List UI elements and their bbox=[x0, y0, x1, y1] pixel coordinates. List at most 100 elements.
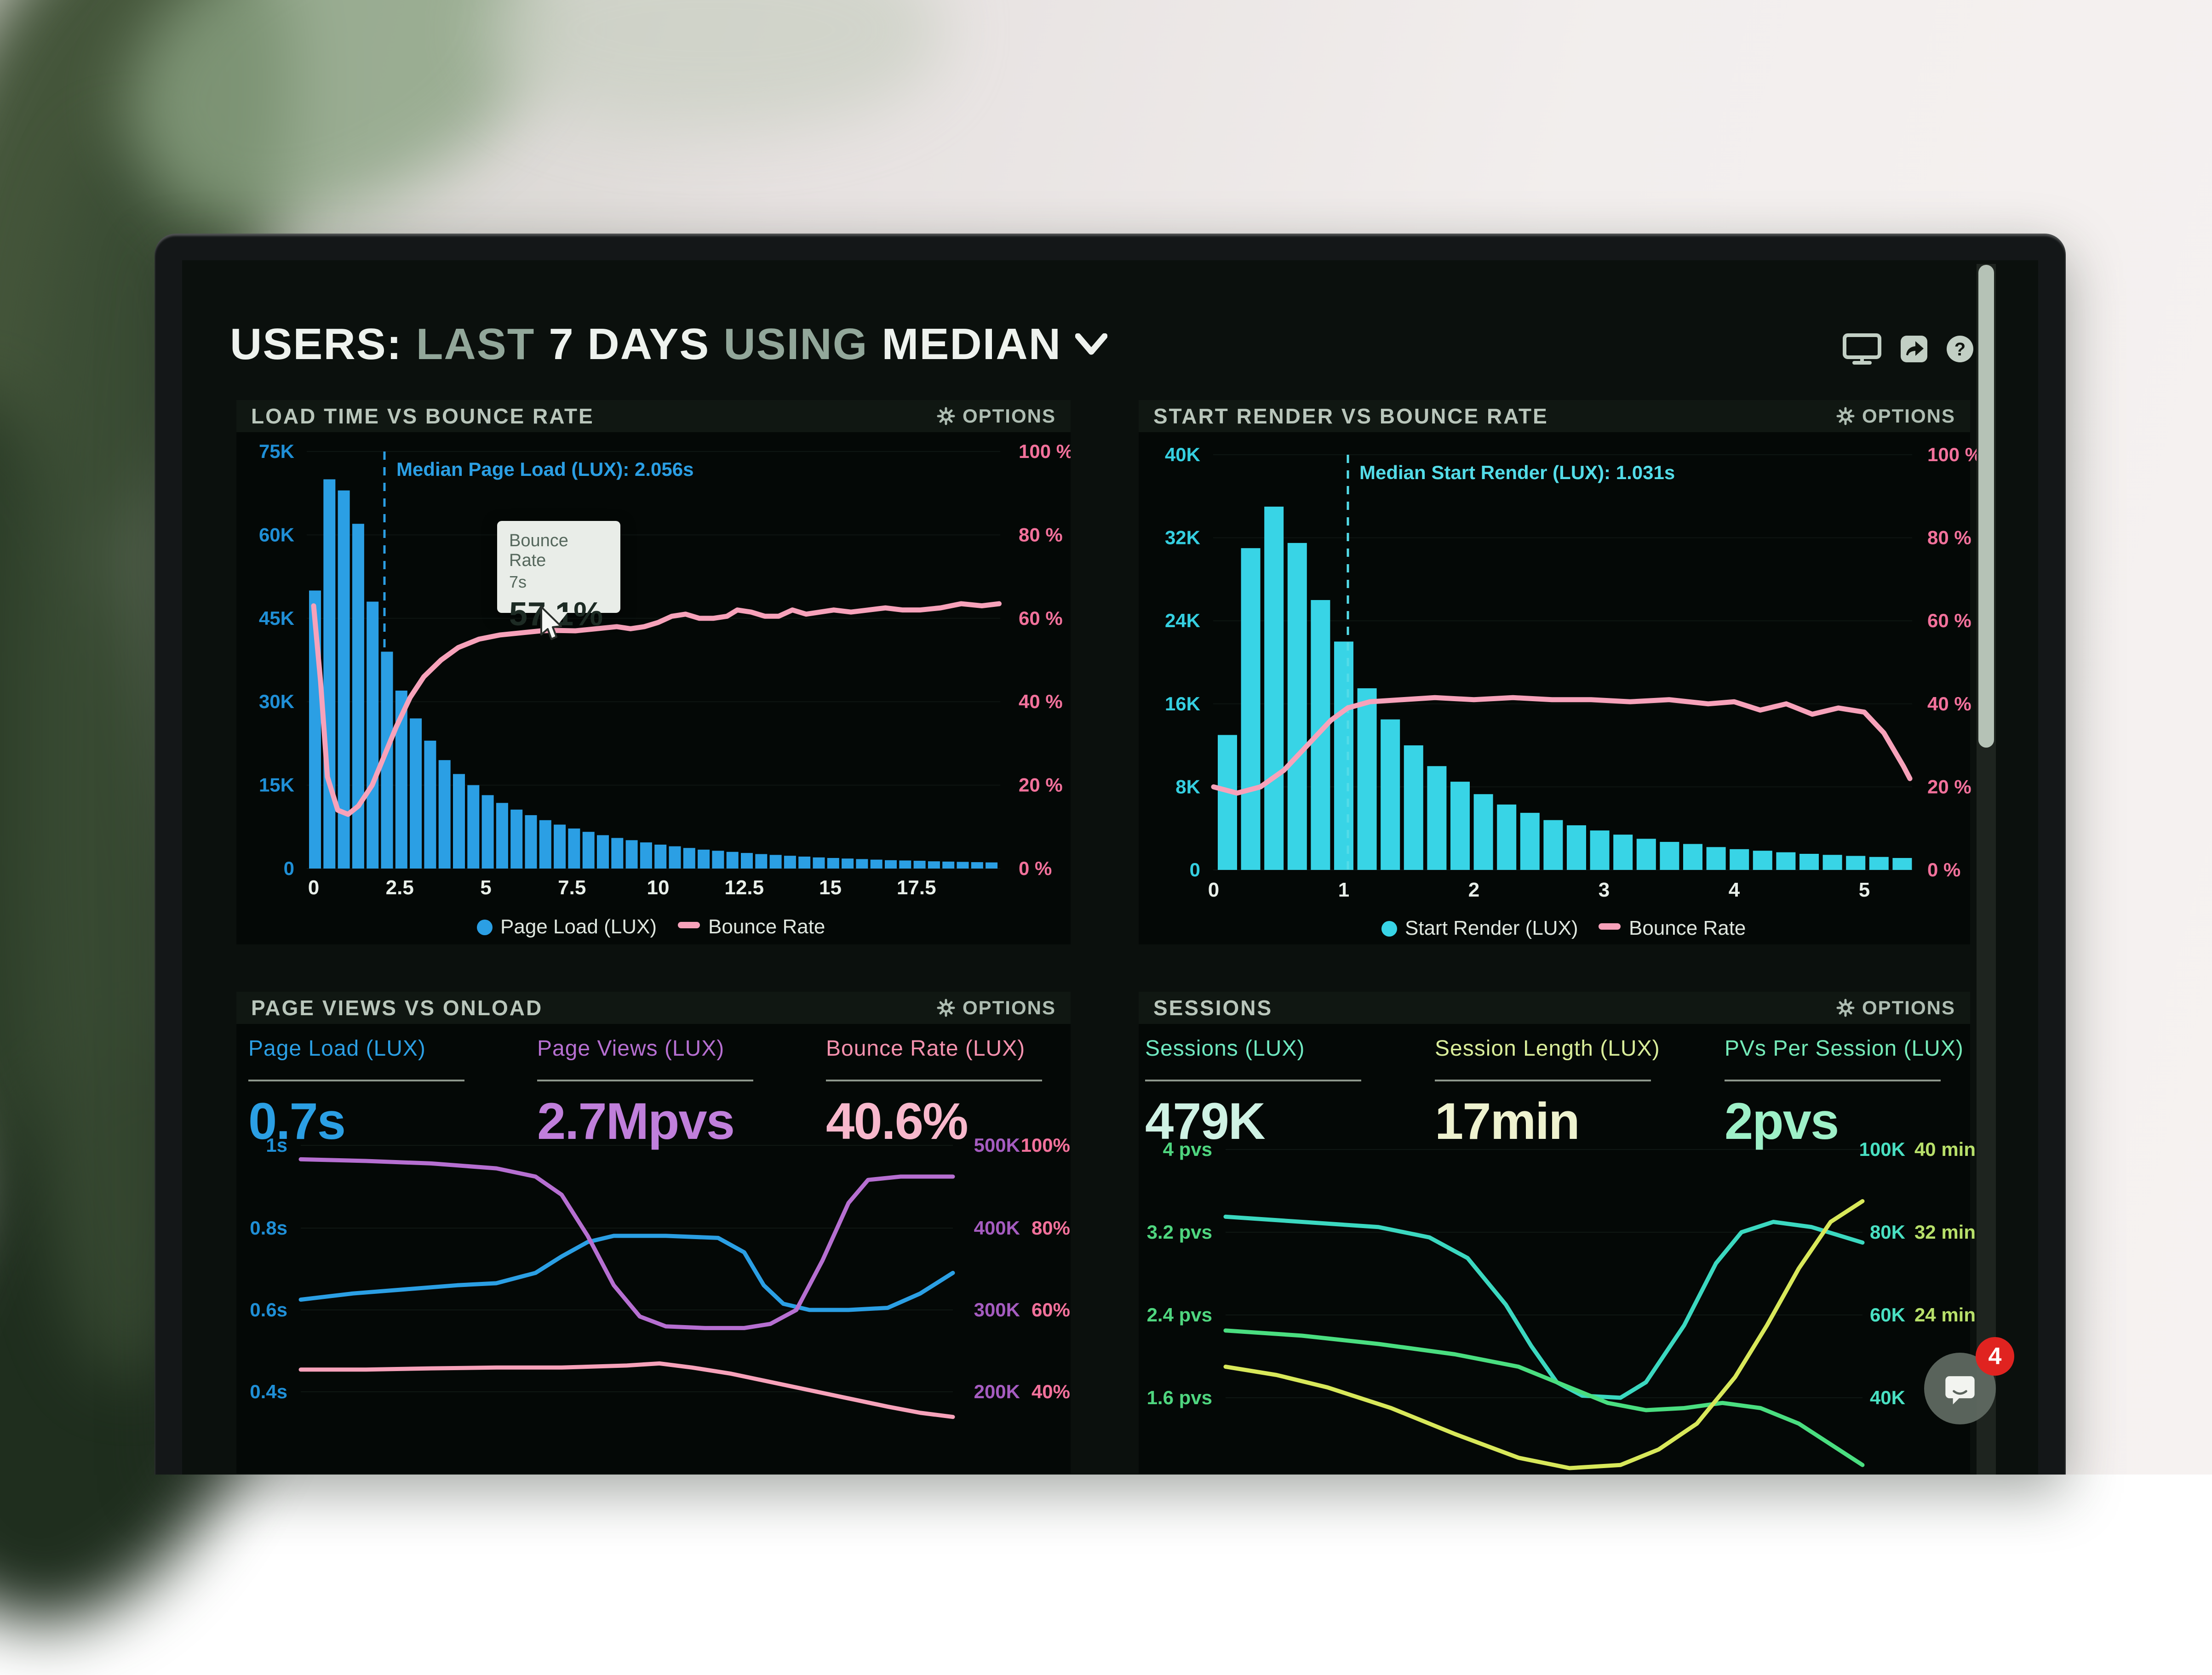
histogram-bar[interactable] bbox=[928, 861, 940, 869]
histogram-bar[interactable] bbox=[1799, 854, 1819, 870]
help-circle-icon[interactable]: ? bbox=[1946, 335, 1974, 363]
legend-dash[interactable] bbox=[678, 922, 700, 928]
options-button[interactable]: OPTIONS bbox=[1836, 997, 1955, 1019]
histogram-bar[interactable] bbox=[871, 860, 883, 869]
histogram-bar[interactable] bbox=[683, 848, 695, 869]
histogram-bar[interactable] bbox=[1218, 735, 1237, 870]
histogram-bar[interactable] bbox=[467, 785, 479, 869]
y-axis-right-label: 300K bbox=[974, 1299, 1020, 1321]
histogram-bar[interactable] bbox=[1404, 745, 1423, 870]
histogram-bar[interactable] bbox=[813, 858, 825, 869]
legend-dot[interactable] bbox=[1381, 921, 1397, 937]
histogram-bar[interactable] bbox=[640, 842, 652, 869]
y-axis-right-label: 100 % bbox=[1927, 444, 1982, 465]
histogram-bar[interactable] bbox=[669, 846, 681, 869]
histogram-bar[interactable] bbox=[453, 774, 465, 869]
share-icon[interactable] bbox=[1900, 335, 1928, 363]
histogram-bar[interactable] bbox=[770, 855, 782, 869]
histogram-bar[interactable] bbox=[784, 856, 796, 869]
histogram-bar[interactable] bbox=[1264, 507, 1284, 870]
histogram-bar[interactable] bbox=[539, 820, 551, 869]
display-icon[interactable] bbox=[1842, 333, 1882, 365]
histogram-bar[interactable] bbox=[942, 862, 954, 869]
histogram-bar[interactable] bbox=[568, 829, 580, 869]
histogram-bar[interactable] bbox=[1730, 849, 1749, 870]
histogram-bar[interactable] bbox=[611, 838, 623, 869]
histogram-bar[interactable] bbox=[439, 760, 451, 869]
histogram-bar[interactable] bbox=[755, 854, 767, 869]
histogram-bar[interactable] bbox=[1427, 766, 1446, 870]
histogram-bar[interactable] bbox=[842, 858, 854, 869]
histogram-bar[interactable] bbox=[1869, 857, 1889, 870]
metric-bounce-rate: Bounce Rate (LUX) 40.6% bbox=[826, 1036, 1083, 1151]
options-button[interactable]: OPTIONS bbox=[1836, 405, 1955, 427]
histogram-bar[interactable] bbox=[1823, 855, 1842, 870]
histogram-bar[interactable] bbox=[1520, 813, 1540, 870]
y-axis-left-label: 32K bbox=[1165, 527, 1200, 549]
histogram-bar[interactable] bbox=[482, 795, 494, 869]
histogram-bar[interactable] bbox=[1543, 820, 1563, 870]
scrollbar-thumb[interactable] bbox=[1978, 265, 1994, 748]
histogram-bar[interactable] bbox=[410, 718, 422, 869]
histogram-bar[interactable] bbox=[1358, 688, 1377, 870]
histogram-bar[interactable] bbox=[1334, 641, 1353, 870]
histogram-bar[interactable] bbox=[899, 860, 911, 869]
legend-dot[interactable] bbox=[477, 920, 493, 935]
histogram-bar[interactable] bbox=[957, 862, 969, 869]
histogram-bar[interactable] bbox=[525, 815, 537, 869]
histogram-bar[interactable] bbox=[323, 479, 335, 869]
histogram-bar[interactable] bbox=[1474, 794, 1493, 870]
histogram-bar[interactable] bbox=[885, 860, 897, 869]
histogram-bar[interactable] bbox=[741, 853, 753, 869]
y-axis-right-label: 20 % bbox=[1927, 776, 1971, 797]
histogram-bar[interactable] bbox=[856, 859, 868, 869]
histogram-bar[interactable] bbox=[496, 803, 508, 869]
histogram-bar[interactable] bbox=[1241, 548, 1261, 870]
histogram-bar[interactable] bbox=[1567, 825, 1586, 870]
histogram-bar[interactable] bbox=[1892, 858, 1912, 870]
chevron-down-icon[interactable] bbox=[1075, 333, 1107, 355]
tooltip-x-value: 7s bbox=[509, 572, 608, 592]
histogram-bar[interactable] bbox=[597, 835, 609, 869]
histogram-bar[interactable] bbox=[712, 851, 724, 869]
histogram-bar[interactable] bbox=[798, 857, 810, 869]
histogram-bar[interactable] bbox=[1613, 835, 1633, 870]
options-button[interactable]: OPTIONS bbox=[937, 405, 1056, 427]
histogram-bar[interactable] bbox=[583, 832, 595, 869]
histogram-bar[interactable] bbox=[1288, 543, 1307, 870]
legend-dash[interactable] bbox=[1599, 923, 1621, 930]
options-button[interactable]: OPTIONS bbox=[937, 997, 1056, 1019]
x-axis-label: 0 bbox=[1208, 879, 1219, 901]
histogram-bar[interactable] bbox=[1381, 720, 1400, 870]
histogram-bar[interactable] bbox=[554, 824, 566, 869]
histogram-bar[interactable] bbox=[1753, 851, 1772, 870]
histogram-bar[interactable] bbox=[1776, 852, 1795, 870]
histogram-bar[interactable] bbox=[1707, 847, 1726, 870]
histogram-bar[interactable] bbox=[1846, 856, 1865, 870]
histogram-bar[interactable] bbox=[424, 741, 436, 869]
dashboard-title-dropdown[interactable]: USERS: LAST 7 DAYS USING MEDIAN bbox=[230, 319, 1107, 370]
histogram-bar[interactable] bbox=[1683, 844, 1702, 870]
histogram-bar[interactable] bbox=[352, 524, 364, 869]
histogram-bar[interactable] bbox=[367, 602, 378, 869]
title-segment: LAST bbox=[416, 319, 535, 370]
legend-label: Bounce Rate bbox=[708, 915, 825, 938]
histogram-bar[interactable] bbox=[971, 862, 983, 869]
histogram-bar[interactable] bbox=[1590, 830, 1610, 870]
y-axis-right-label: 20 % bbox=[1019, 774, 1063, 796]
histogram-bar[interactable] bbox=[914, 861, 926, 869]
histogram-bar[interactable] bbox=[827, 858, 839, 869]
histogram-bar[interactable] bbox=[1450, 782, 1470, 870]
histogram-bar[interactable] bbox=[1637, 839, 1656, 870]
histogram-bar[interactable] bbox=[1497, 805, 1516, 870]
histogram-bar[interactable] bbox=[510, 810, 522, 869]
histogram-bar[interactable] bbox=[626, 840, 638, 869]
chat-notification-badge: 4 bbox=[1976, 1337, 2014, 1376]
histogram-bar[interactable] bbox=[986, 863, 997, 869]
histogram-bar[interactable] bbox=[654, 845, 666, 869]
histogram-bar[interactable] bbox=[1660, 842, 1679, 870]
histogram-bar[interactable] bbox=[727, 852, 739, 869]
histogram-bar[interactable] bbox=[698, 850, 710, 869]
